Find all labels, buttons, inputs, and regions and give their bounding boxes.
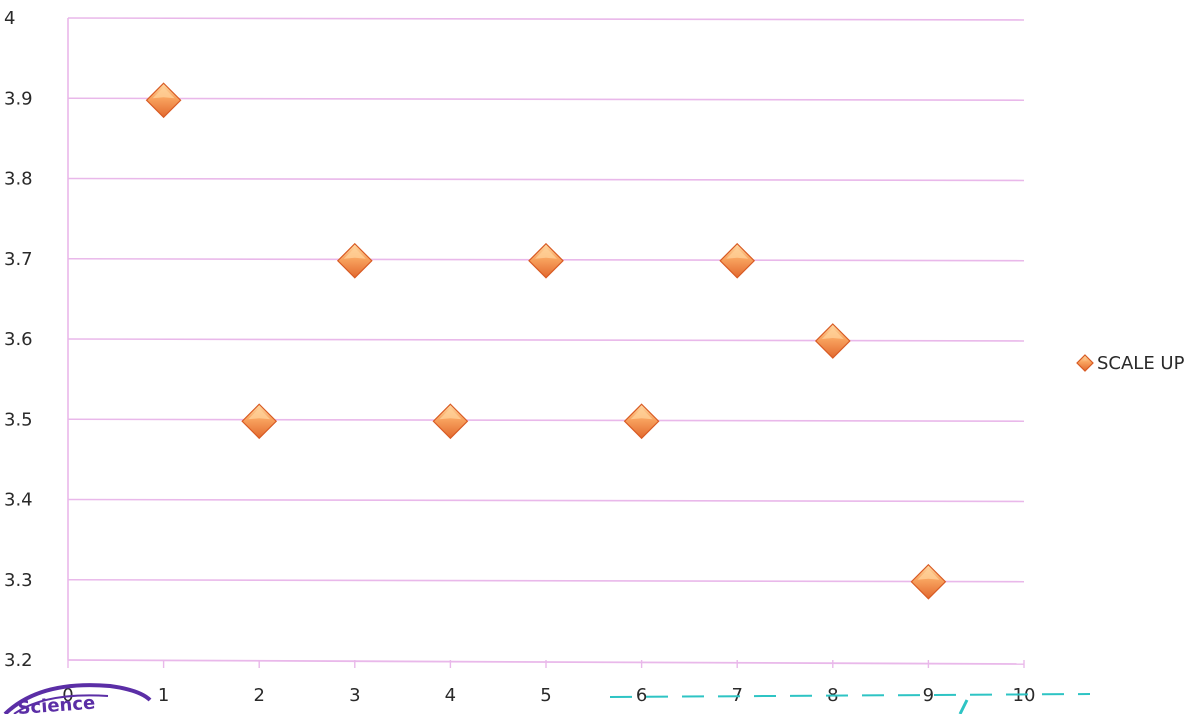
y-tick-label-3.5: 3.5 <box>4 409 33 430</box>
data-point-5 <box>528 242 564 279</box>
data-point-2 <box>241 403 278 440</box>
x-tick-label-3: 3 <box>349 685 360 706</box>
data-points <box>145 82 947 600</box>
x-tick-label-10: 10 <box>1013 685 1036 706</box>
y-tick-label-4: 4 <box>4 8 15 29</box>
data-point-7 <box>719 242 756 279</box>
legend-label-1: SCALE UP <box>1097 353 1185 374</box>
stamp-text: Science <box>17 693 96 714</box>
y-tick-label-3.2: 3.2 <box>4 650 33 671</box>
data-point-8 <box>814 323 851 359</box>
x-tick-label-5: 5 <box>540 685 551 706</box>
y-tick-label-3.4: 3.4 <box>4 490 33 511</box>
x-tick-label-9: 9 <box>923 685 934 706</box>
y-axis-ticks: 3.2 3.3 3.4 3.5 3.6 3.7 3.8 3.9 4 <box>4 8 33 671</box>
scan-marks: Science <box>3 683 1091 714</box>
gridline-3.6 <box>67 338 1025 342</box>
y-tick-label-3.7: 3.7 <box>4 249 33 270</box>
data-point-6 <box>623 403 660 440</box>
pen-tick <box>958 699 969 714</box>
legend: SCALE UP <box>1076 353 1185 374</box>
y-tick-label-3.3: 3.3 <box>4 570 33 591</box>
gridlines <box>67 17 1025 583</box>
legend-marker-1 <box>1076 354 1094 372</box>
stamp-arc <box>3 683 152 714</box>
x-tick-label-4: 4 <box>445 685 456 706</box>
pen-stroke <box>609 693 1091 698</box>
data-point-4 <box>432 403 469 440</box>
y-tick-label-3.8: 3.8 <box>4 169 33 190</box>
gridline-4 <box>67 17 1025 21</box>
stamp-inner-arc <box>13 694 109 714</box>
gridline-3.4 <box>67 498 1025 503</box>
gridline-3.3 <box>67 578 1025 583</box>
data-point-9 <box>910 563 947 600</box>
x-tick-label-2: 2 <box>253 685 264 706</box>
y-tick-label-3.6: 3.6 <box>4 329 33 350</box>
gridline-3.9 <box>67 97 1025 102</box>
gridline-3.5 <box>67 418 1025 423</box>
data-point-1 <box>145 82 182 119</box>
x-axis-ticks: 012345678910 <box>62 660 1035 706</box>
gridline-3.8 <box>67 177 1025 182</box>
x-tick-label-6: 6 <box>636 685 647 706</box>
data-point-3 <box>336 242 373 279</box>
y-tick-label-3.9: 3.9 <box>4 88 33 109</box>
x-tick-label-1: 1 <box>158 685 169 706</box>
